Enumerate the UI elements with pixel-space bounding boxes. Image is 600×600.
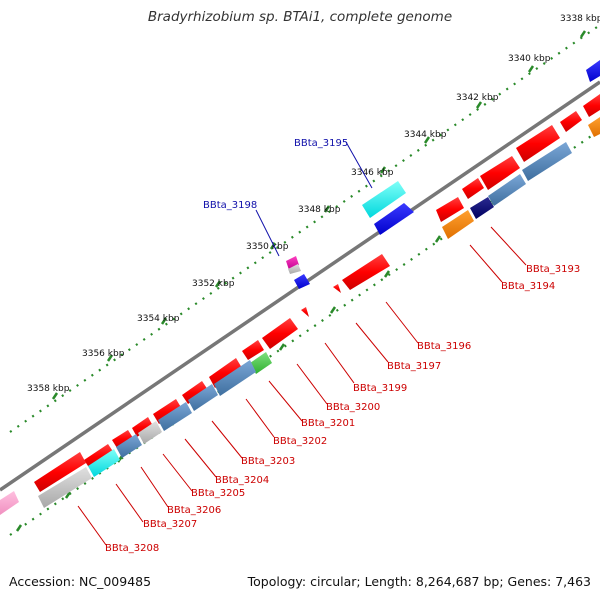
ruler-major-ticks	[51, 30, 587, 400]
tick-label-3356: 3356 kbp	[82, 349, 125, 359]
leader-3208	[77, 505, 107, 546]
gene-steel-b2	[488, 174, 526, 206]
gene-green-3201	[250, 352, 272, 374]
tick-label-3346: 3346 kbp	[351, 168, 394, 178]
gene-red-a8	[342, 254, 390, 290]
forward-strand-genes	[286, 60, 600, 289]
gene-cyan-3195	[362, 181, 406, 218]
ruler-outer-dots	[9, 24, 600, 433]
tick-label-3354: 3354 kbp	[137, 314, 180, 324]
gene-red-a5	[480, 156, 520, 190]
gene-label-3200[interactable]: BBta_3200	[326, 402, 380, 413]
gene-orange-a3	[588, 117, 600, 137]
gene-label-3197[interactable]: BBta_3197	[387, 361, 441, 372]
leader-3196	[385, 301, 419, 344]
map-title: Bradyrhizobium sp. BTAi1, complete genom…	[147, 9, 453, 25]
gene-label-3201[interactable]: BBta_3201	[301, 418, 355, 429]
gene-label-3196[interactable]: BBta_3196	[417, 341, 471, 352]
leader-3193	[490, 226, 527, 266]
gene-blue-3198b	[294, 274, 310, 289]
leader-3204	[184, 438, 217, 478]
gene-red-a1	[560, 111, 582, 132]
leader-3201	[268, 380, 303, 422]
tick-label-3338: 3338 kbp	[560, 14, 600, 24]
gene-grey-b6	[138, 421, 162, 444]
gene-label-3207[interactable]: BBta_3207	[143, 519, 197, 530]
gene-label-3206[interactable]: BBta_3206	[167, 505, 221, 516]
gene-red-a13	[153, 399, 182, 424]
gene-blue-top-right	[586, 60, 600, 82]
gene-steel-b3	[214, 360, 256, 396]
gene-label-3203[interactable]: BBta_3203	[241, 456, 295, 467]
tick-label-3340: 3340 kbp	[508, 54, 551, 64]
tick-label-3350: 3350 kbp	[246, 242, 289, 252]
gene-pink-b10	[0, 491, 19, 515]
gene-steel-b7	[116, 434, 142, 458]
gene-label-3205[interactable]: BBta_3205	[191, 488, 245, 499]
gene-label-3208[interactable]: BBta_3208	[105, 543, 159, 554]
leader-3199	[324, 342, 355, 384]
gene-red-a14	[132, 417, 153, 437]
gene-label-3199[interactable]: BBta_3199	[353, 383, 407, 394]
leader-3198	[255, 209, 280, 257]
gene-red-a17	[34, 452, 86, 492]
tick-label-3342: 3342 kbp	[456, 93, 499, 103]
leader-3207	[115, 483, 144, 523]
gene-label-3194[interactable]: BBta_3194	[501, 281, 555, 292]
label-leader-lines	[77, 141, 527, 546]
gene-red-a7	[436, 197, 464, 222]
gene-label-3204[interactable]: BBta_3204	[215, 475, 269, 486]
gene-label-3195[interactable]: BBta_3195	[294, 138, 348, 149]
gene-orange-3194	[442, 210, 474, 239]
leader-3195	[345, 141, 373, 189]
gene-grey-3198	[288, 264, 301, 274]
reverse-strand-row-1	[34, 94, 600, 492]
gene-red-a16	[84, 444, 114, 469]
leader-3197	[355, 322, 389, 363]
gene-steel-b1	[522, 142, 572, 181]
genome-summary-text: Topology: circular; Length: 8,264,687 bp…	[247, 574, 591, 589]
leader-3202	[245, 398, 275, 438]
gene-red-a15	[112, 430, 133, 448]
tick-label-3344: 3344 kbp	[404, 130, 447, 140]
leader-3194	[469, 244, 503, 283]
gene-red-a6	[462, 178, 484, 199]
gene-navy-3193	[470, 197, 494, 219]
gene-label-3202[interactable]: BBta_3202	[273, 436, 327, 447]
gene-red-a4	[516, 125, 560, 162]
gene-red-a9	[262, 318, 298, 349]
gene-label-3198[interactable]: BBta_3198	[203, 200, 257, 211]
accession-text: Accession: NC_009485	[9, 574, 152, 589]
leader-3203	[211, 420, 243, 459]
gene-red-small-3197	[333, 284, 341, 293]
gene-red-a2	[583, 94, 600, 117]
gene-cyan-b8	[88, 449, 120, 477]
leader-3200	[296, 363, 328, 405]
leader-3205	[162, 453, 193, 492]
gene-steel-b4	[188, 384, 218, 411]
leader-3206	[140, 466, 169, 508]
tick-label-3352: 3352 kbp	[192, 279, 235, 289]
gene-red-a12	[182, 381, 208, 404]
reverse-strand-row-2	[0, 142, 572, 515]
gene-red-small-3199	[301, 307, 309, 317]
gene-grey-b9	[38, 467, 92, 508]
gene-steel-b5	[158, 402, 192, 431]
gene-red-a11	[209, 358, 242, 388]
tick-label-3348: 3348 kbp	[298, 205, 341, 215]
gene-blue-3195b	[374, 203, 414, 235]
gene-red-a10	[242, 340, 264, 360]
gene-label-3193[interactable]: BBta_3193	[526, 264, 580, 275]
tick-label-3358: 3358 kbp	[27, 384, 70, 394]
